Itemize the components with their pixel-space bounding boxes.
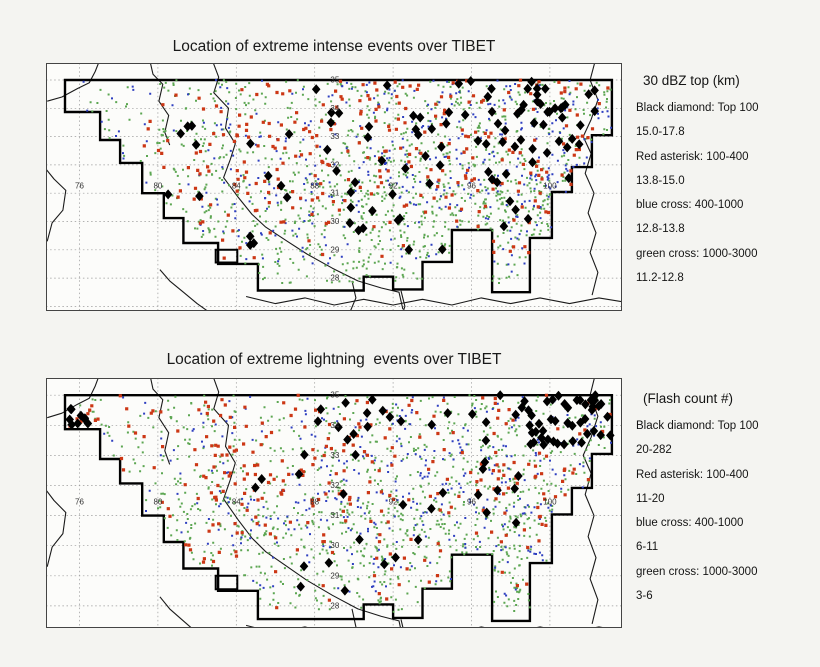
country-borders bbox=[46, 378, 609, 628]
legend-lightning: (Flash count #) Black diamond: Top 100 20-… bbox=[636, 388, 818, 608]
lon-tick-label: 96 bbox=[467, 498, 476, 507]
lon-tick-label: 84 bbox=[232, 182, 241, 191]
lon-tick-label: 80 bbox=[153, 182, 162, 191]
legend-line: 13.8-15.0 bbox=[636, 174, 685, 187]
boundary-enclave bbox=[214, 248, 239, 264]
lon-tick-label: 76 bbox=[75, 498, 84, 507]
legend-line: blue cross: 400-1000 bbox=[636, 517, 744, 530]
legend-line: Red asterisk: 100-400 bbox=[636, 468, 749, 481]
lat-tick-label: 35 bbox=[330, 391, 339, 400]
legend-line: 3-6 bbox=[636, 590, 653, 603]
lat-tick-label: 29 bbox=[330, 571, 339, 580]
map-intense: 76 80 84 88 92 96 100 28 29 30 31 32 33 34 35 bbox=[46, 63, 622, 311]
lat-tick-label: 30 bbox=[330, 217, 339, 226]
series-red-asterisk bbox=[142, 78, 610, 260]
lon-tick-label: 100 bbox=[543, 498, 557, 507]
grid-labels: 76 80 84 88 92 96 100 28 29 30 31 32 33 34 35 bbox=[75, 76, 557, 283]
lat-tick-label: 30 bbox=[330, 541, 339, 550]
lat-tick-label: 34 bbox=[330, 421, 339, 430]
lat-tick-label: 31 bbox=[330, 511, 339, 520]
legend-line: Black diamond: Top 100 bbox=[636, 420, 759, 432]
legend-line: 12.8-13.8 bbox=[636, 223, 685, 236]
lon-tick-label: 84 bbox=[232, 498, 241, 507]
series-green-cross bbox=[89, 79, 612, 284]
lon-tick-label: 80 bbox=[153, 498, 162, 507]
panel1-title: Location of extreme intense events over … bbox=[172, 38, 496, 55]
lat-tick-label: 32 bbox=[330, 160, 339, 169]
lon-tick-label: 92 bbox=[389, 182, 398, 191]
lon-tick-label: 88 bbox=[310, 498, 319, 507]
lon-tick-label: 96 bbox=[467, 182, 476, 191]
grid-labels: 76 80 84 88 92 96 100 28 29 30 31 32 33 34 35 bbox=[75, 391, 557, 611]
legend-line: 6-11 bbox=[636, 541, 659, 554]
legend-line: blue cross: 400-1000 bbox=[636, 199, 744, 212]
lon-tick-label: 92 bbox=[389, 498, 398, 507]
boundary-enclave bbox=[214, 574, 239, 591]
legend-line: Red asterisk: 100-400 bbox=[636, 150, 749, 163]
lat-tick-label: 32 bbox=[330, 481, 339, 490]
legend-line: 11.2-12.8 bbox=[636, 272, 684, 285]
map-lightning: 76 80 84 88 92 96 100 28 29 30 31 32 33 34 35 bbox=[46, 378, 622, 628]
lat-tick-label: 31 bbox=[330, 189, 339, 198]
lat-tick-label: 33 bbox=[330, 132, 339, 141]
lat-tick-label: 28 bbox=[330, 601, 339, 610]
tibet-boundary bbox=[63, 78, 614, 294]
legend-header: 30 dBZ top (km) bbox=[643, 73, 740, 88]
panel2-title: Location of extreme lightning events ove… bbox=[166, 351, 502, 368]
legend-intense: 30 dBZ top (km) Black diamond: Top 100 15.… bbox=[636, 70, 818, 290]
lon-tick-label: 100 bbox=[543, 182, 557, 191]
legend-line: 15.0-17.8 bbox=[636, 126, 685, 139]
lat-tick-label: 29 bbox=[330, 245, 339, 254]
map-frame bbox=[46, 378, 622, 628]
map-frame bbox=[46, 63, 622, 311]
lon-tick-label: 88 bbox=[310, 182, 319, 191]
lat-tick-label: 33 bbox=[330, 451, 339, 460]
tibet-boundary bbox=[63, 394, 614, 623]
legend-line: Black diamond: Top 100 bbox=[636, 102, 759, 114]
legend-line: green cross: 1000-3000 bbox=[636, 565, 758, 578]
legend-line: 20-282 bbox=[636, 444, 672, 457]
lat-tick-label: 34 bbox=[330, 104, 339, 113]
lon-tick-label: 76 bbox=[75, 182, 84, 191]
lat-tick-label: 35 bbox=[330, 76, 339, 85]
legend-line: green cross: 1000-3000 bbox=[636, 247, 758, 260]
legend-header: (Flash count #) bbox=[643, 391, 734, 406]
legend-line: 11-20 bbox=[636, 492, 665, 505]
lat-tick-label: 28 bbox=[330, 274, 339, 283]
